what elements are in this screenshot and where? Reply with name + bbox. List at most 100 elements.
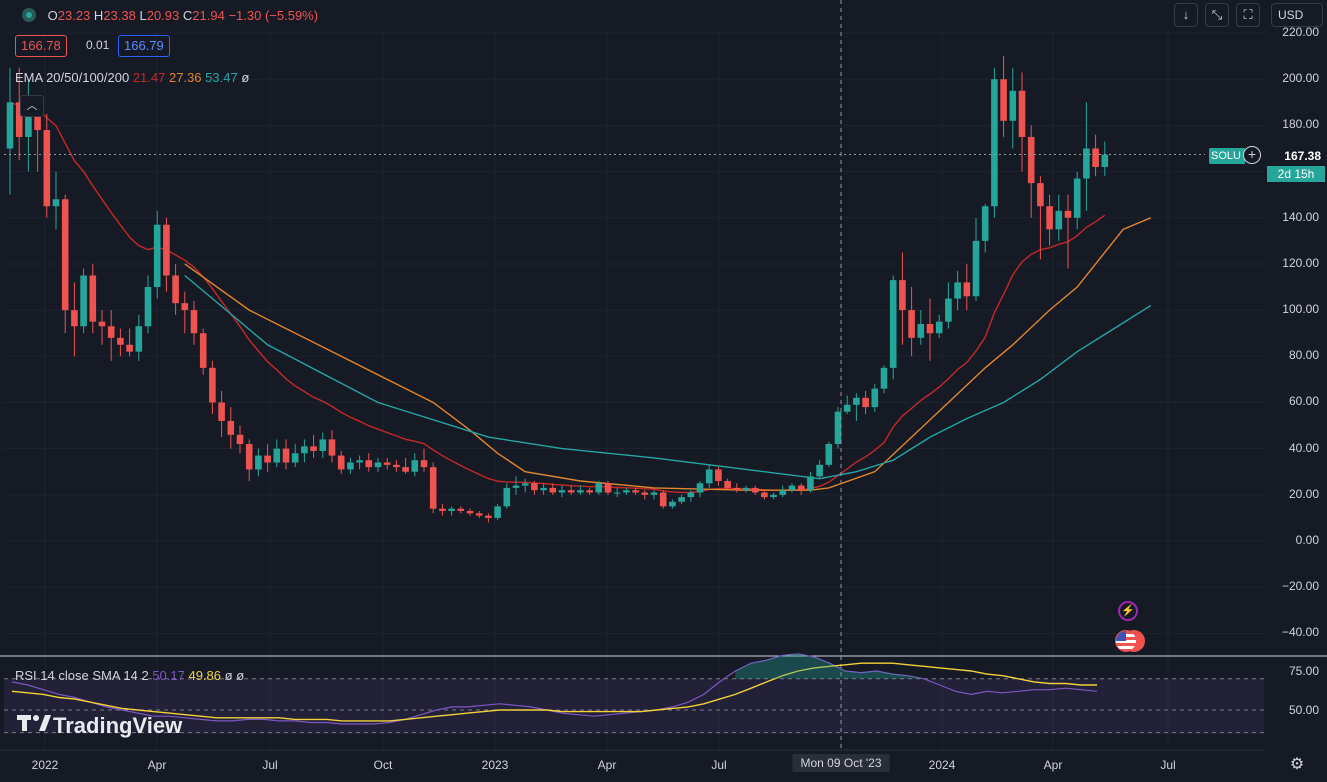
rsi-extra-1: ø	[224, 668, 233, 683]
candle-body	[383, 462, 391, 465]
candle-body	[6, 102, 14, 149]
rsi-sma-line	[11, 662, 1097, 722]
candle-body	[899, 280, 906, 311]
close-value: 21.94	[192, 8, 225, 23]
candle-body	[632, 490, 639, 493]
screenshot-icon[interactable]: ⛶	[1236, 3, 1260, 27]
symbol-status-icon[interactable]	[22, 8, 36, 22]
tradingview-logo[interactable]: TradingView	[17, 713, 182, 739]
candle-body	[310, 446, 317, 451]
candle-body	[98, 321, 106, 327]
price-tick-label: 0.00	[1295, 533, 1319, 547]
candle-body	[724, 480, 731, 488]
candle-body	[457, 508, 465, 511]
us-flag-event-icon[interactable]	[1115, 630, 1147, 652]
time-tick-label: Oct	[373, 758, 393, 772]
candle-body	[494, 506, 501, 518]
sell-price-box[interactable]: 166.78	[15, 35, 67, 57]
candle-body	[954, 282, 961, 299]
time-tick-label: Jul	[1160, 758, 1176, 772]
collapse-legend-button[interactable]: ︿	[20, 95, 44, 117]
time-tick-label: Mon 09 Oct '23	[792, 754, 890, 772]
candle-body	[1037, 183, 1044, 207]
candle-body	[291, 453, 299, 463]
ema-legend: EMA 20/50/100/200 21.47 27.36 53.47 ø	[15, 70, 249, 85]
price-tick-label: −40.00	[1281, 625, 1319, 640]
candle-body	[282, 448, 290, 463]
candle-body	[963, 282, 971, 297]
candle-body	[650, 492, 658, 495]
price-tick-label: 20.00	[1288, 486, 1319, 501]
candle-body	[227, 420, 235, 435]
candle-body	[659, 492, 667, 507]
close-label: C	[182, 8, 193, 23]
candle-body	[255, 455, 262, 470]
rsi-legend: RSI 14 close SMA 14 2 50.17 49.86 ø ø	[15, 668, 244, 683]
buy-price-box[interactable]: 166.79	[118, 35, 170, 57]
candle-body	[871, 388, 879, 408]
candle-body	[788, 485, 796, 491]
high-label: H	[93, 8, 104, 23]
candle-body	[374, 462, 382, 468]
candle-body	[1046, 206, 1053, 230]
candle-body	[420, 460, 428, 468]
rsi-tick-75: 75.00	[1288, 664, 1319, 678]
settings-gear-icon[interactable]: ⚙	[1289, 756, 1305, 773]
ema100-value: 53.47	[205, 70, 238, 85]
candle-body	[926, 323, 934, 334]
price-tick-label: 120.00	[1282, 255, 1319, 270]
candle-body	[558, 490, 566, 493]
candle-body	[126, 344, 133, 352]
ema50-value: 27.36	[169, 70, 202, 85]
candle-body	[71, 310, 78, 327]
time-tick-label: Jul	[262, 758, 278, 772]
candle-body	[1064, 210, 1072, 218]
candle-body	[1092, 148, 1099, 167]
candle-body	[365, 460, 373, 468]
time-tick-label: Apr	[597, 758, 617, 772]
candle-body	[1083, 148, 1090, 179]
candle-body	[89, 275, 97, 322]
candle-body	[218, 402, 225, 421]
candle-body	[1055, 210, 1063, 230]
candle-body	[761, 492, 768, 498]
time-tick-label: Jul	[711, 758, 727, 772]
candle-body	[245, 444, 253, 470]
candle-body	[696, 483, 704, 493]
price-tick-label: 100.00	[1282, 302, 1319, 317]
low-label: L	[139, 8, 147, 23]
fullscreen-icon[interactable]: ⤡	[1205, 3, 1229, 27]
tradingview-logo-icon	[17, 713, 53, 739]
candle-body	[880, 367, 888, 389]
candle-body	[669, 501, 676, 507]
time-tick-label: 2024	[928, 758, 956, 772]
ema50-line	[184, 217, 1152, 491]
currency-select[interactable]: USD	[1271, 3, 1323, 27]
candle-body	[172, 275, 179, 304]
candle-body	[687, 492, 695, 498]
candle-body	[917, 323, 925, 338]
price-tick-label: 180.00	[1282, 117, 1319, 132]
countdown-label: 2d 15h	[1267, 166, 1325, 182]
candle-body	[236, 434, 244, 445]
open-label: O	[47, 8, 58, 23]
candle-body	[733, 487, 741, 491]
rsi-tick-50: 50.00	[1288, 703, 1319, 717]
time-tick-label: Apr	[1043, 758, 1063, 772]
candle-body	[807, 476, 814, 491]
candle-body	[567, 490, 575, 493]
candle-body	[15, 102, 23, 137]
add-alert-icon[interactable]: +	[1243, 146, 1261, 164]
candle-body	[991, 79, 998, 207]
candle-body	[521, 483, 529, 486]
ohlc-legend: O23.23 H23.38 L20.93 C21.94 −1.30 (−5.59…	[22, 8, 318, 23]
arrow-down-icon[interactable]: ↓	[1174, 3, 1198, 27]
candle-body	[1101, 154, 1109, 167]
candle-body	[715, 469, 722, 481]
lightning-event-icon[interactable]: ⚡	[1118, 601, 1138, 621]
candle-body	[347, 462, 354, 470]
price-tick-label: 200.00	[1282, 71, 1319, 86]
ema-label: EMA 20/50/100/200	[15, 70, 130, 85]
candle-body	[80, 275, 87, 327]
